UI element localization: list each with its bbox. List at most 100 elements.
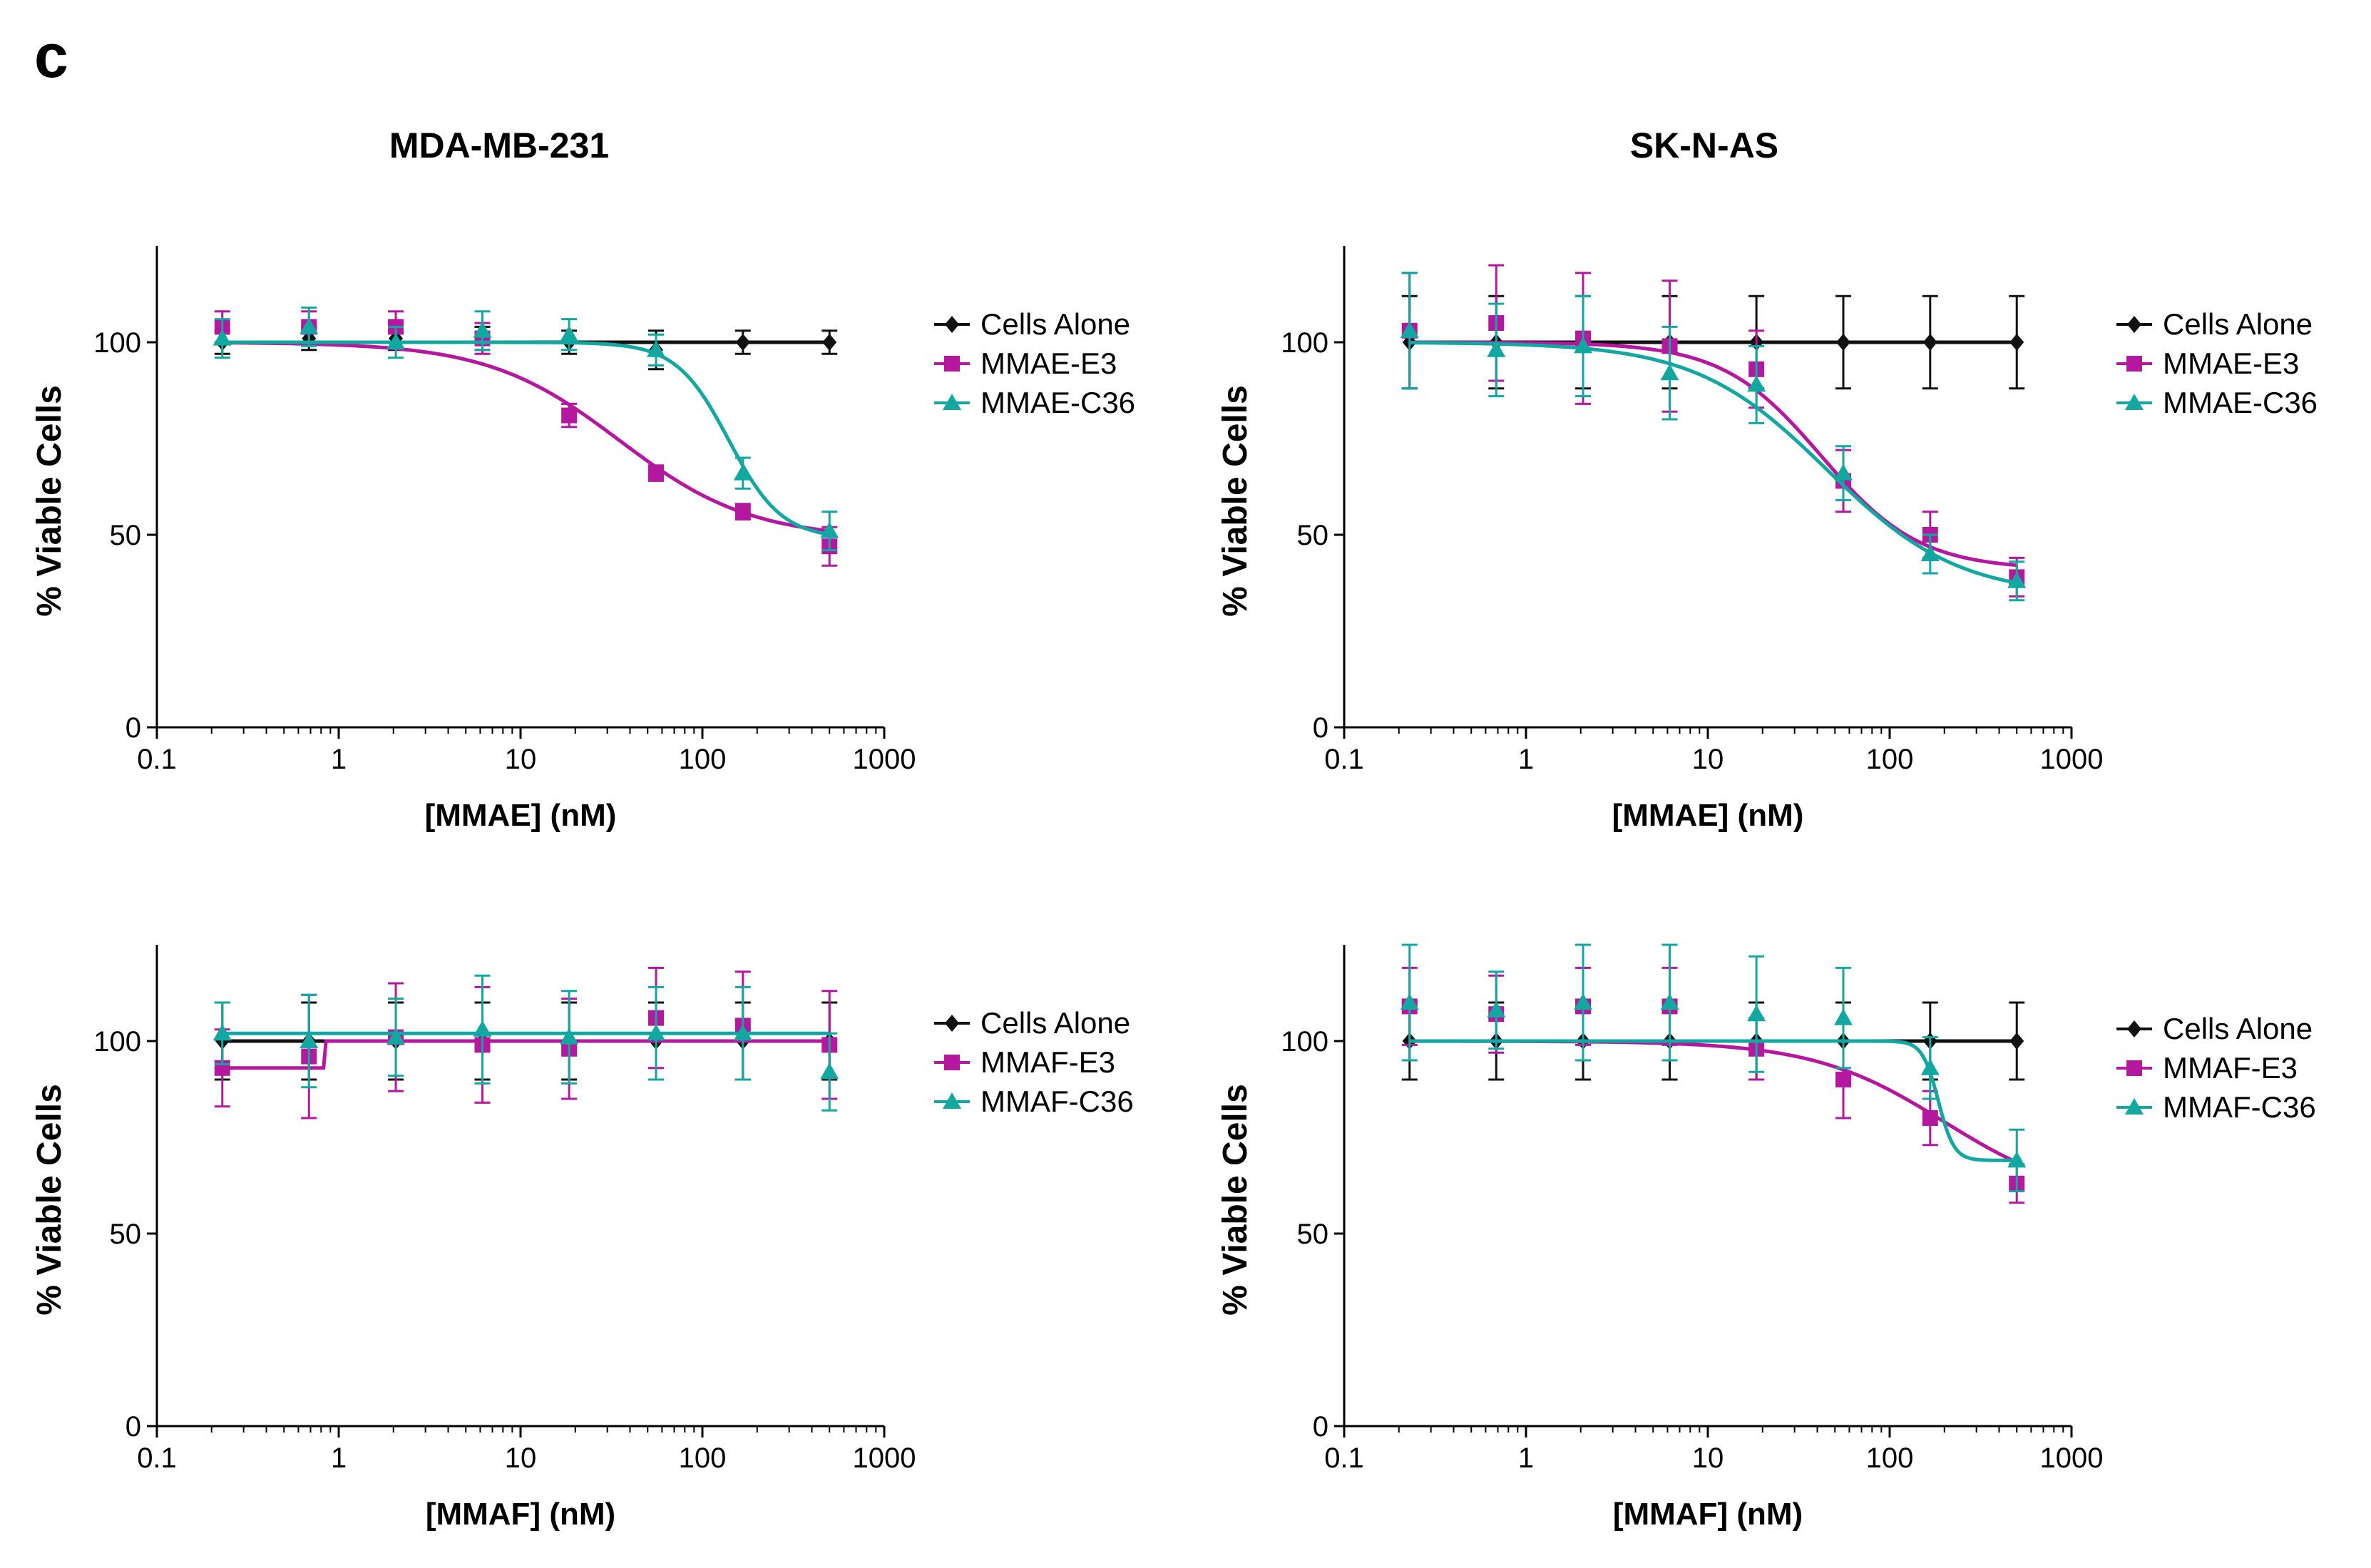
legend-item: MMAF-E3 [934, 1045, 1115, 1079]
data-point [1920, 533, 1940, 575]
x-tick-label: 100 [679, 744, 727, 775]
data-point [1747, 955, 1766, 1073]
data-marker [1920, 545, 1940, 561]
data-point [299, 993, 319, 1089]
legend-label: MMAF-E3 [980, 1045, 1115, 1079]
x-tick-label: 10 [505, 744, 537, 775]
x-tick-label: 1000 [853, 1443, 916, 1474]
legend-label: MMAF-C36 [980, 1085, 1134, 1118]
data-marker [1835, 334, 1850, 351]
series-c36 [1400, 943, 2027, 1193]
x-tick-label: 100 [679, 1443, 727, 1474]
legend-label: MMAF-C36 [2163, 1090, 2316, 1124]
data-point [2009, 294, 2025, 390]
legend-marker [2125, 1098, 2144, 1114]
fit-curve [1409, 1039, 2017, 1162]
column-title-left: MDA-MB-231 [389, 125, 610, 165]
data-marker [1574, 993, 1593, 1010]
column-title-right: SK-N-AS [1629, 125, 1779, 165]
y-tick-label: 0 [126, 1411, 141, 1443]
data-point [1920, 1036, 1940, 1100]
series-c36 [212, 974, 839, 1112]
data-marker [1833, 1008, 1853, 1025]
data-point [1574, 294, 1593, 398]
x-tick-label: 0.1 [137, 1443, 177, 1474]
legend-item: MMAE-E3 [2116, 347, 2299, 380]
data-marker [560, 325, 579, 342]
chart-mmaf-sknas: 0 50 100 0.1 1 10 100 1000 [MMAF] (nM) % Viable C… [1217, 943, 2316, 1532]
data-marker [647, 465, 664, 481]
data-marker [1920, 1058, 1940, 1075]
x-tick-label: 100 [1866, 1443, 1914, 1474]
legend-label: MMAE-C36 [2163, 386, 2318, 419]
legend-label: MMAE-E3 [2163, 347, 2299, 380]
legend-item: Cells Alone [2116, 1012, 2313, 1045]
data-point [1487, 970, 1506, 1050]
x-tick-label: 0.1 [137, 744, 177, 775]
legend-label: MMAE-E3 [980, 347, 1117, 380]
data-marker [822, 334, 837, 351]
data-point [2007, 1128, 2027, 1193]
data-point [560, 990, 579, 1085]
panel-letter: c [34, 22, 68, 91]
fit-curve [222, 340, 830, 536]
legend-marker [943, 1092, 961, 1109]
data-marker [646, 340, 665, 357]
data-point [1747, 344, 1766, 424]
data-marker [299, 317, 319, 334]
data-marker [1747, 1005, 1766, 1022]
data-marker [646, 1024, 665, 1041]
data-marker [2007, 571, 2027, 588]
data-marker [820, 1062, 839, 1080]
y-axis-label: % Viable Cells [31, 385, 68, 617]
x-tick-label: 1000 [2040, 1443, 2104, 1474]
x-tick-label: 10 [1692, 744, 1724, 775]
data-point [1833, 966, 1853, 1070]
series-c36 [212, 306, 839, 552]
data-marker [1400, 993, 1419, 1010]
x-axis-label: [MMAE] (nM) [425, 798, 617, 833]
data-marker [1660, 993, 1679, 1010]
data-marker [1833, 463, 1853, 481]
data-point [820, 1032, 839, 1112]
data-point [1922, 294, 1938, 390]
x-tick-label: 0.1 [1324, 1443, 1364, 1474]
data-marker [1487, 340, 1506, 357]
y-tick-label: 0 [1313, 712, 1328, 744]
fit-curve [222, 1039, 830, 1070]
x-axis-label: [MMAE] (nM) [1612, 798, 1804, 833]
legend-item: Cells Alone [934, 307, 1130, 341]
data-point [1835, 294, 1851, 390]
fit-curve [222, 341, 830, 533]
series-c36 [1400, 272, 2027, 602]
x-tick-label: 10 [1692, 1443, 1724, 1474]
y-tick-label: 100 [93, 1026, 141, 1057]
data-point [560, 318, 579, 352]
legend-marker [944, 1055, 960, 1070]
x-tick-label: 10 [505, 1443, 537, 1474]
x-tick-label: 100 [1866, 744, 1914, 775]
data-point [1660, 943, 1679, 1062]
data-point [820, 511, 839, 552]
y-axis-label: % Viable Cells [1217, 385, 1254, 617]
legend-marker [2125, 394, 2144, 410]
legend-marker [943, 394, 961, 410]
data-point [473, 310, 492, 352]
data-marker [212, 1024, 232, 1041]
legend-label: MMAE-C36 [980, 386, 1135, 419]
y-tick-label: 50 [1297, 1219, 1329, 1250]
data-marker [1574, 337, 1593, 354]
legend-item: MMAE-C36 [2116, 386, 2318, 419]
data-point [1660, 325, 1679, 421]
legend-label: Cells Alone [2163, 1012, 2313, 1045]
y-tick-label: 100 [93, 327, 141, 359]
fit-curve [1409, 341, 2017, 585]
data-marker [734, 503, 751, 520]
legend-marker [2126, 356, 2142, 371]
y-tick-label: 100 [1281, 327, 1328, 359]
legend-item: MMAE-C36 [934, 386, 1135, 419]
y-tick-label: 100 [1281, 1026, 1328, 1057]
data-marker [212, 329, 232, 346]
data-point [212, 1001, 232, 1065]
